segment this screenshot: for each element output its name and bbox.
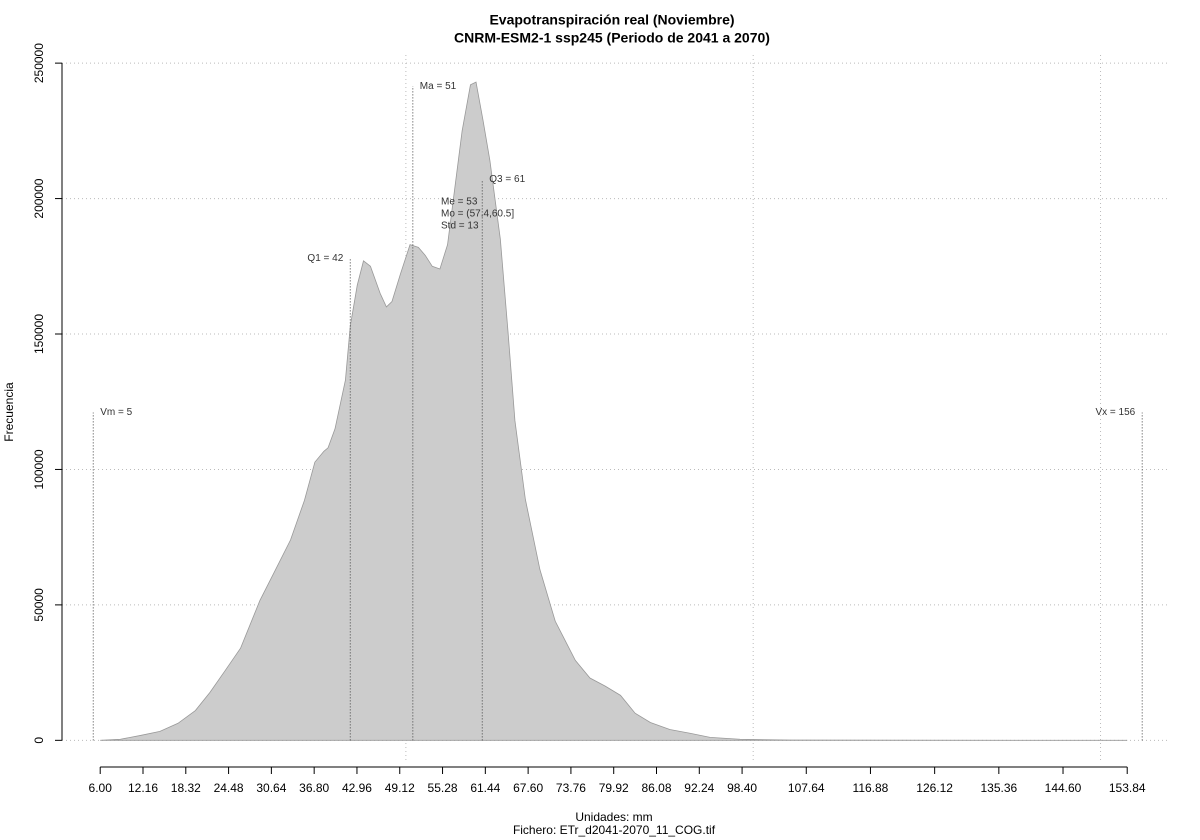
stat-label: Mo = (57.4,60.5] — [441, 209, 514, 220]
x-tick-label: 98.40 — [727, 781, 757, 795]
y-tick-label: 250000 — [32, 43, 46, 83]
x-tick-label: 42.96 — [342, 781, 372, 795]
x-axis-label: Unidades: mm — [575, 810, 652, 824]
x-tick-label: 12.16 — [128, 781, 158, 795]
annotation-label: Q3 = 61 — [489, 174, 525, 185]
y-tick-label: 150000 — [32, 314, 46, 354]
y-tick-label: 50000 — [32, 588, 46, 622]
x-tick-label: 55.28 — [428, 781, 458, 795]
x-tick-label: 144.60 — [1045, 781, 1082, 795]
y-tick-label: 200000 — [32, 178, 46, 218]
y-axis-label: Frecuencia — [2, 382, 16, 442]
density-area — [100, 81, 1128, 741]
x-tick-label: 153.84 — [1109, 781, 1146, 795]
y-tick-label: 0 — [32, 737, 46, 744]
x-tick-label: 135.36 — [980, 781, 1017, 795]
x-tick-label: 61.44 — [470, 781, 500, 795]
file-note: Fichero: ETr_d2041-2070_11_COG.tif — [513, 823, 716, 837]
chart-title: Evapotranspiración real (Noviembre) — [489, 12, 734, 28]
annotation-label: Ma = 51 — [420, 81, 457, 92]
y-tick-label: 100000 — [32, 449, 46, 489]
x-tick-label: 73.76 — [556, 781, 586, 795]
annotation-label: Vx = 156 — [1095, 407, 1135, 418]
stat-label: Me = 53 — [441, 197, 478, 208]
stat-label: Std = 13 — [441, 221, 479, 232]
x-tick-label: 92.24 — [684, 781, 714, 795]
chart-subtitle: CNRM-ESM2-1 ssp245 (Periodo de 2041 a 20… — [454, 30, 770, 46]
x-tick-label: 6.00 — [89, 781, 113, 795]
x-tick-label: 79.92 — [599, 781, 629, 795]
x-tick-label: 86.08 — [641, 781, 671, 795]
annotation-label: Q1 = 42 — [307, 253, 343, 264]
x-tick-label: 116.88 — [853, 781, 889, 795]
x-tick-label: 67.60 — [513, 781, 543, 795]
x-tick-label: 30.64 — [256, 781, 286, 795]
x-tick-label: 107.64 — [788, 781, 825, 795]
x-tick-label: 24.48 — [214, 781, 244, 795]
annotation-label: Vm = 5 — [100, 407, 132, 418]
x-tick-label: 49.12 — [385, 781, 415, 795]
x-tick-label: 18.32 — [171, 781, 201, 795]
x-tick-label: 36.80 — [299, 781, 329, 795]
x-tick-label: 126.12 — [916, 781, 953, 795]
